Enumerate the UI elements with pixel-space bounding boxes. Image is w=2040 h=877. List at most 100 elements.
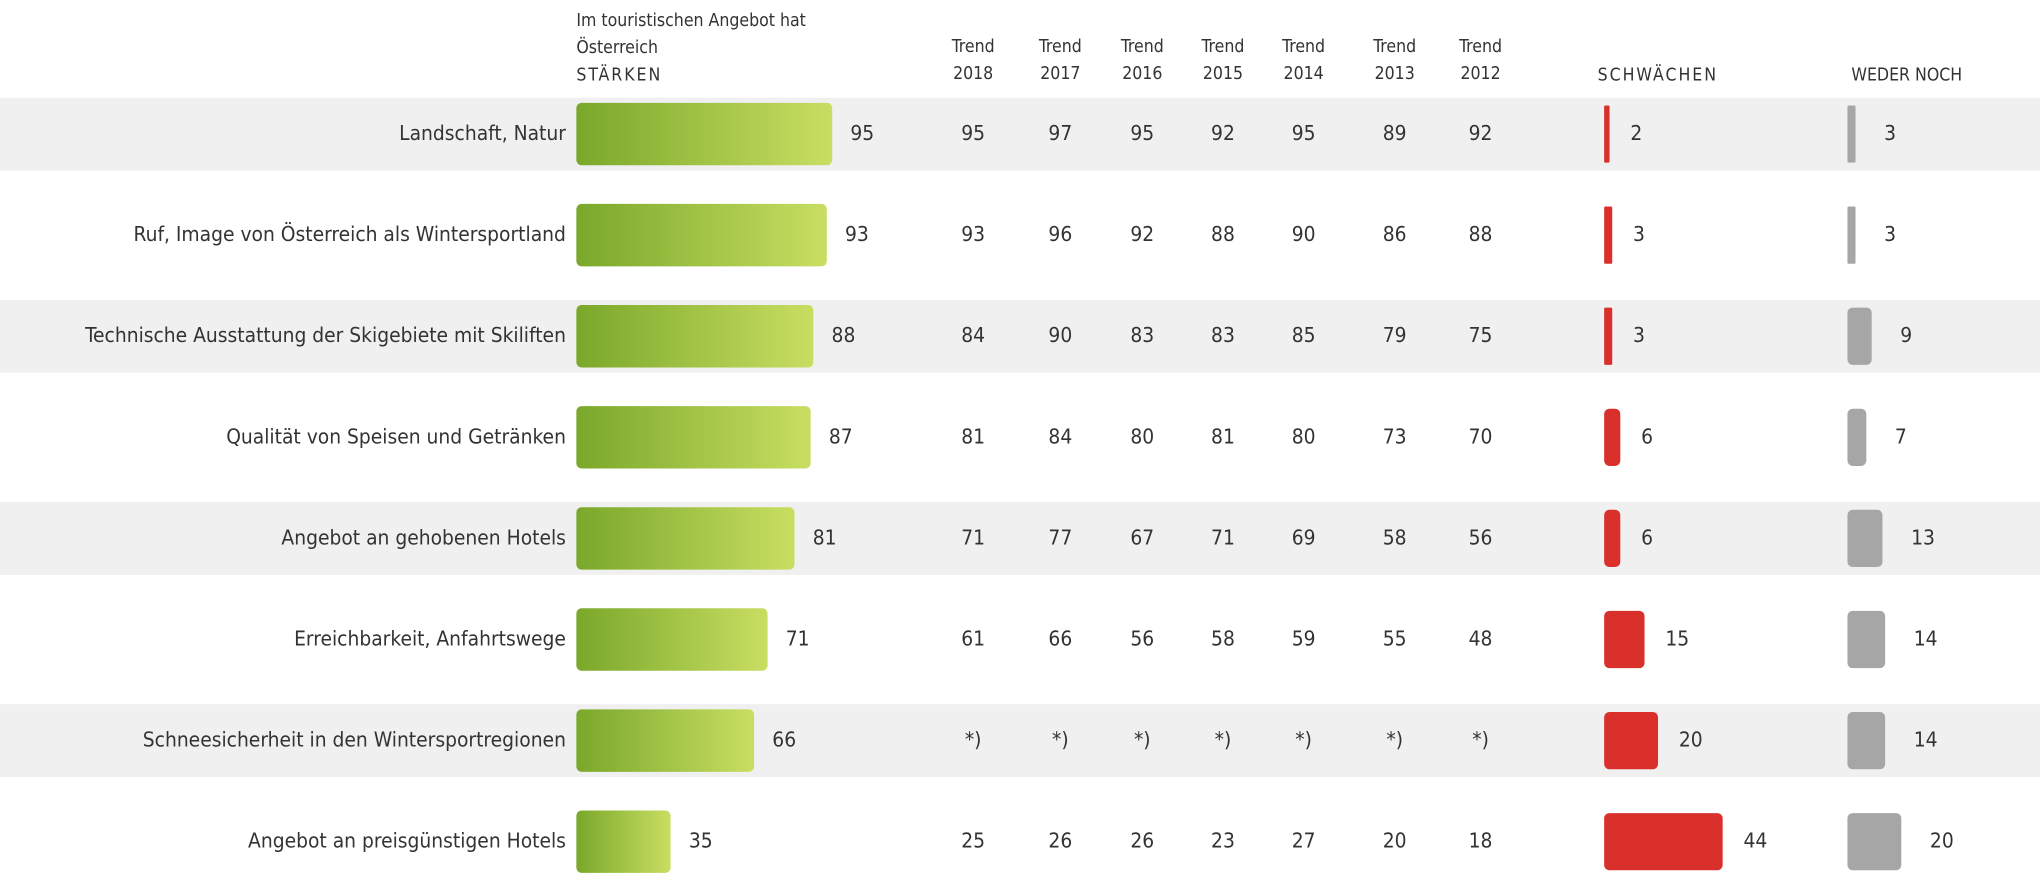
- intro-line: Im touristischen Angebot hat: [576, 11, 806, 31]
- neither-bar: [1847, 509, 1883, 568]
- trend-header: 2017: [1040, 64, 1080, 84]
- weaknesses-bar: [1604, 105, 1610, 163]
- trend-value: 96: [1048, 222, 1072, 246]
- trend-value: 79: [1383, 323, 1407, 347]
- trend-value: *): [1052, 728, 1069, 752]
- trend-value: 84: [961, 323, 985, 347]
- trend-value: 26: [1130, 829, 1154, 853]
- weaknesses-bar: [1604, 307, 1613, 365]
- trend-value: *): [1134, 728, 1151, 752]
- trend-header: Trend: [1281, 37, 1325, 57]
- trend-value: 69: [1292, 525, 1316, 549]
- weaknesses-bar: [1604, 711, 1659, 770]
- trend-value: 83: [1211, 323, 1235, 347]
- trend-value: *): [965, 728, 982, 752]
- trend-value: 80: [1130, 424, 1154, 448]
- neither-bar: [1847, 813, 1902, 871]
- trend-header: Trend: [1458, 37, 1502, 57]
- trend-value: 55: [1383, 627, 1407, 651]
- weaknesses-bar: [1604, 509, 1621, 568]
- neither-bar: [1847, 408, 1867, 466]
- strengths-bar: [576, 203, 827, 267]
- trend-value: 85: [1292, 323, 1316, 347]
- trend-value: *): [1472, 728, 1489, 752]
- trend-value: 95: [1130, 121, 1154, 145]
- trend-header: Trend: [1372, 37, 1416, 57]
- neither-value: 14: [1914, 728, 1938, 752]
- trend-header: Trend: [1201, 37, 1245, 57]
- trend-value: 48: [1469, 627, 1493, 651]
- trend-value: 73: [1383, 424, 1407, 448]
- trend-value: 95: [1292, 121, 1316, 145]
- row-label: Qualität von Speisen und Getränken: [226, 424, 566, 448]
- neither-bar: [1847, 711, 1886, 770]
- neither-bar: [1847, 105, 1856, 163]
- row-label: Ruf, Image von Österreich als Winterspor…: [134, 221, 566, 246]
- trend-value: 18: [1469, 829, 1493, 853]
- strengths-value: 95: [850, 121, 874, 145]
- trend-value: 89: [1383, 121, 1407, 145]
- trend-value: 92: [1469, 121, 1493, 145]
- trend-value: 75: [1469, 323, 1493, 347]
- intro-line: Österreich: [576, 36, 658, 58]
- trend-value: 80: [1292, 424, 1316, 448]
- row-label: Erreichbarkeit, Anfahrtswege: [294, 627, 566, 651]
- neither-value: 13: [1911, 525, 1935, 549]
- trend-value: *): [1295, 728, 1312, 752]
- row-stripe: [0, 299, 2040, 373]
- trend-value: 84: [1048, 424, 1072, 448]
- neither-value: 7: [1895, 424, 1907, 448]
- trend-value: 58: [1383, 525, 1407, 549]
- trend-value: 97: [1048, 121, 1072, 145]
- trend-header: 2015: [1203, 64, 1243, 84]
- weaknesses-value: 6: [1641, 424, 1653, 448]
- strengths-value: 35: [689, 829, 713, 853]
- weaknesses-value: 15: [1665, 627, 1689, 651]
- trend-value: 27: [1292, 829, 1316, 853]
- strengths-bar: [576, 810, 671, 873]
- strengths-value: 88: [832, 323, 856, 347]
- neither-value: 9: [1900, 323, 1912, 347]
- trend-value: 92: [1130, 222, 1154, 246]
- trend-value: 23: [1211, 829, 1235, 853]
- row-label: Technische Ausstattung der Skigebiete mi…: [84, 323, 566, 347]
- trend-header: 2013: [1375, 64, 1415, 84]
- trend-value: 71: [1211, 525, 1235, 549]
- trend-value: 70: [1469, 424, 1493, 448]
- trend-value: 25: [961, 829, 985, 853]
- strengths-value: 93: [845, 222, 869, 246]
- weaknesses-value: 44: [1743, 829, 1767, 853]
- trend-header: 2018: [953, 64, 993, 84]
- strengths-header: STÄRKEN: [576, 65, 662, 86]
- trend-value: 71: [961, 525, 985, 549]
- trend-value: 90: [1292, 222, 1316, 246]
- trend-value: 59: [1292, 627, 1316, 651]
- strengths-bar: [576, 709, 755, 772]
- strengths-value: 87: [829, 424, 853, 448]
- trend-value: *): [1215, 728, 1232, 752]
- trend-value: 56: [1130, 627, 1154, 651]
- row-label: Landschaft, Natur: [399, 121, 566, 145]
- strengths-bar: [576, 608, 768, 671]
- trend-header: 2016: [1122, 64, 1162, 84]
- trend-value: 86: [1383, 222, 1407, 246]
- trend-header: Trend: [1120, 37, 1164, 57]
- trend-value: 66: [1048, 627, 1072, 651]
- trend-value: 90: [1048, 323, 1072, 347]
- strengths-bar: [576, 305, 814, 368]
- strengths-value: 71: [786, 627, 810, 651]
- weaknesses-value: 6: [1641, 525, 1653, 549]
- trend-value: 93: [961, 222, 985, 246]
- row-stripe: [0, 501, 2040, 575]
- weaknesses-value: 3: [1633, 222, 1645, 246]
- row-label: Angebot an gehobenen Hotels: [281, 525, 566, 549]
- trend-value: 61: [961, 627, 985, 651]
- weaknesses-header: SCHWÄCHEN: [1598, 65, 1718, 86]
- trend-value: 95: [961, 121, 985, 145]
- row-stripe: [0, 97, 2040, 171]
- strengths-bar: [576, 507, 795, 570]
- trend-value: 67: [1130, 525, 1154, 549]
- neither-bar: [1847, 610, 1886, 669]
- neither-bar: [1847, 307, 1872, 365]
- trend-header: Trend: [1038, 37, 1082, 57]
